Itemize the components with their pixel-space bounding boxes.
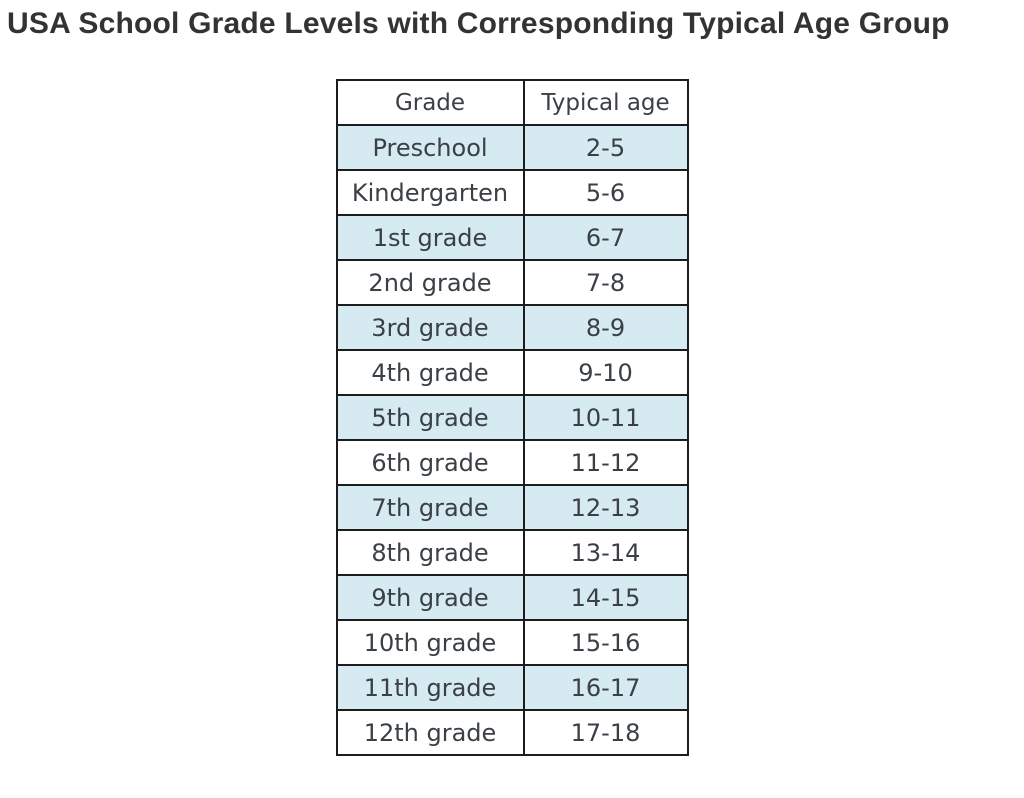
age-cell: 10-11 <box>522 394 689 441</box>
grade-cell: 12th grade <box>335 709 525 756</box>
table-row: 9th grade 14-15 <box>335 574 689 621</box>
age-cell: 11-12 <box>522 439 689 486</box>
table-row: 7th grade 12-13 <box>335 484 689 531</box>
table-row: 5th grade 10-11 <box>335 394 689 441</box>
grade-cell: 1st grade <box>335 214 525 261</box>
table-row: 2nd grade 7-8 <box>335 259 689 306</box>
grade-cell: 7th grade <box>335 484 525 531</box>
column-header-grade: Grade <box>335 79 525 126</box>
page-title: USA School Grade Levels with Correspondi… <box>7 7 950 40</box>
table-container: Grade Typical age Preschool 2-5 Kinderga… <box>0 79 1024 756</box>
grade-cell: Preschool <box>335 124 525 171</box>
grade-cell: 10th grade <box>335 619 525 666</box>
grade-cell: Kindergarten <box>335 169 525 216</box>
grade-cell: 4th grade <box>335 349 525 396</box>
table-header: Grade Typical age <box>335 79 689 126</box>
age-cell: 15-16 <box>522 619 689 666</box>
table-row: 8th grade 13-14 <box>335 529 689 576</box>
age-cell: 5-6 <box>522 169 689 216</box>
age-cell: 16-17 <box>522 664 689 711</box>
table-row: 1st grade 6-7 <box>335 214 689 261</box>
grade-cell: 3rd grade <box>335 304 525 351</box>
table-row: 10th grade 15-16 <box>335 619 689 666</box>
age-cell: 13-14 <box>522 529 689 576</box>
age-cell: 8-9 <box>522 304 689 351</box>
grade-cell: 5th grade <box>335 394 525 441</box>
grade-age-table: Grade Typical age Preschool 2-5 Kinderga… <box>335 79 689 756</box>
grade-cell: 9th grade <box>335 574 525 621</box>
grade-cell: 11th grade <box>335 664 525 711</box>
column-header-typical-age: Typical age <box>522 79 689 126</box>
age-cell: 6-7 <box>522 214 689 261</box>
table-row: Preschool 2-5 <box>335 124 689 171</box>
age-cell: 17-18 <box>522 709 689 756</box>
table-row: 4th grade 9-10 <box>335 349 689 396</box>
grade-cell: 2nd grade <box>335 259 525 306</box>
age-cell: 7-8 <box>522 259 689 306</box>
header-row: Grade Typical age <box>335 79 689 126</box>
table-row: 6th grade 11-12 <box>335 439 689 486</box>
age-cell: 9-10 <box>522 349 689 396</box>
grade-cell: 6th grade <box>335 439 525 486</box>
table-row: 3rd grade 8-9 <box>335 304 689 351</box>
table-body: Preschool 2-5 Kindergarten 5-6 1st grade… <box>335 124 689 756</box>
table-row: 12th grade 17-18 <box>335 709 689 756</box>
table-row: 11th grade 16-17 <box>335 664 689 711</box>
age-cell: 14-15 <box>522 574 689 621</box>
age-cell: 12-13 <box>522 484 689 531</box>
table-row: Kindergarten 5-6 <box>335 169 689 216</box>
grade-cell: 8th grade <box>335 529 525 576</box>
age-cell: 2-5 <box>522 124 689 171</box>
